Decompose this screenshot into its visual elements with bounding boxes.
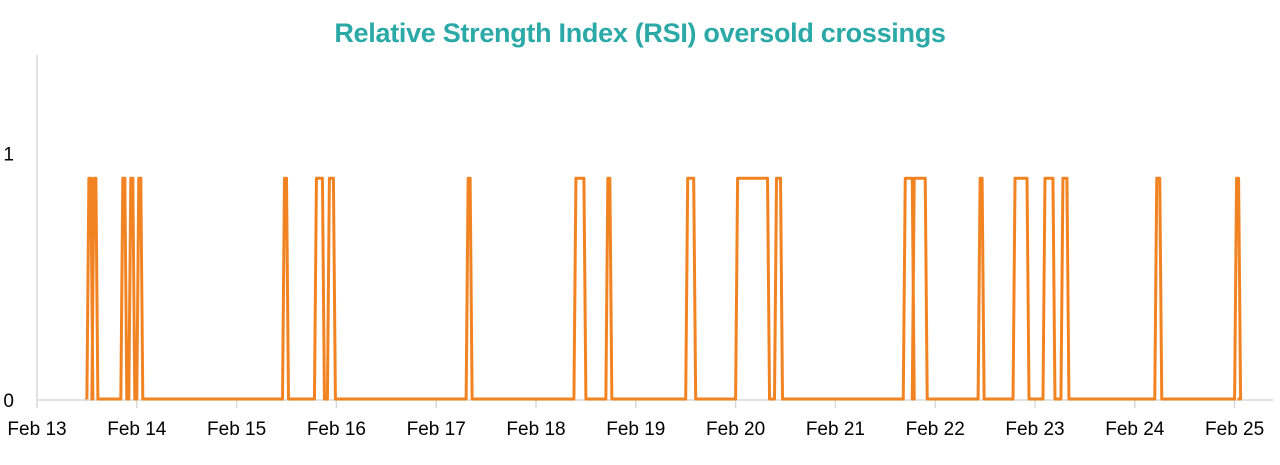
x-tick-label: Feb 19 — [606, 419, 665, 440]
x-tick-label: Feb 17 — [407, 419, 466, 440]
x-tick-label: Feb 13 — [7, 419, 66, 440]
y-tick-label: 0 — [3, 391, 14, 412]
x-tick-label: Feb 23 — [1005, 419, 1064, 440]
x-tick-label: Feb 18 — [506, 419, 565, 440]
x-tick-label: Feb 24 — [1105, 419, 1165, 440]
y-tick-label: 1 — [3, 145, 14, 166]
x-axis-ticks — [36, 400, 1236, 408]
x-tick-label: Feb 25 — [1205, 419, 1264, 440]
y-axis-labels: 01 — [3, 145, 14, 412]
x-tick-label: Feb 22 — [906, 419, 965, 440]
chart-title: Relative Strength Index (RSI) oversold c… — [334, 18, 946, 48]
x-tick-label: Feb 15 — [207, 419, 266, 440]
series-line — [85, 176, 1243, 401]
x-axis-labels: Feb 13 Feb 14 Feb 15 Feb 16 Feb 17 Feb 18 Feb … — [7, 419, 1264, 440]
x-tick-label: Feb 14 — [107, 419, 167, 440]
x-tick-label: Feb 16 — [307, 419, 366, 440]
x-tick-label: Feb 20 — [706, 419, 765, 440]
x-tick-label: Feb 21 — [806, 419, 865, 440]
